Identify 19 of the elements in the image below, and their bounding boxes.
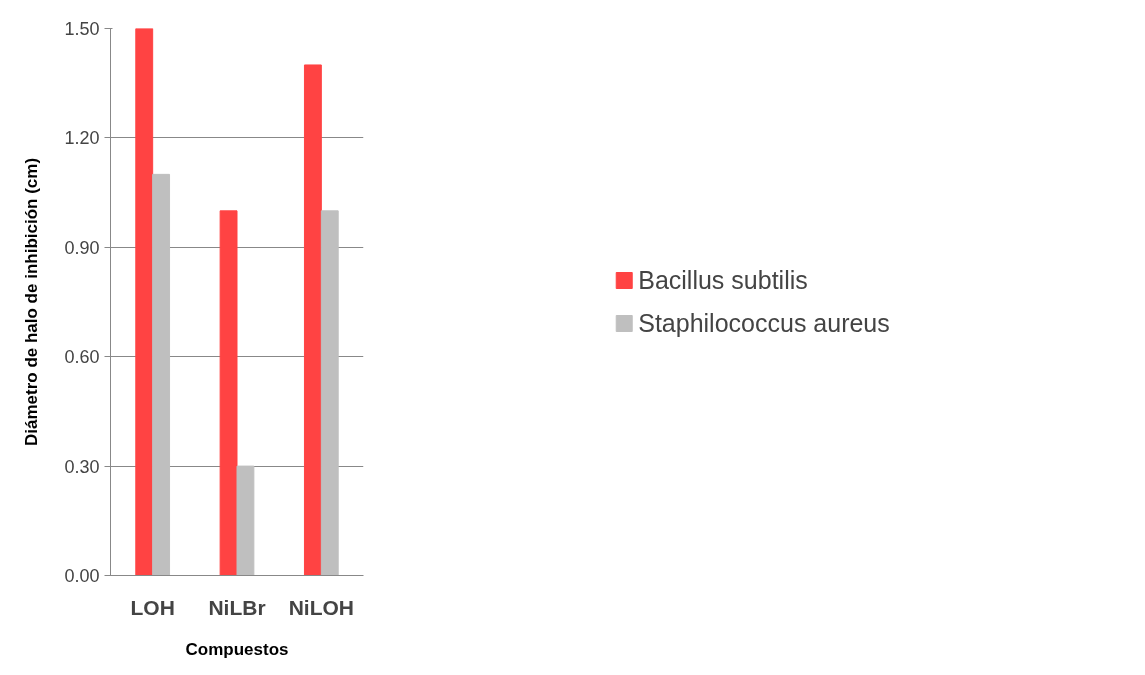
bar xyxy=(303,64,322,576)
y-tick-label: 0.00 xyxy=(64,566,100,586)
bar xyxy=(320,210,339,576)
y-axis-title: Diámetro de halo de inhibición (cm) xyxy=(22,157,42,447)
x-tick-label: NiLBr xyxy=(208,595,266,619)
y-tick-label: 1.50 xyxy=(64,19,100,39)
bar xyxy=(236,465,255,576)
bar xyxy=(219,210,238,576)
x-tick-label: LOH xyxy=(130,595,175,619)
y-tick-label: 0.60 xyxy=(64,347,100,368)
bar xyxy=(152,173,171,576)
x-axis-title: Compuestos xyxy=(185,639,289,659)
y-tick-label: 0.30 xyxy=(64,456,100,477)
y-tick-label: 0.90 xyxy=(64,237,100,258)
y-tick-label: 1.20 xyxy=(64,128,100,149)
legend-label: Staphilococcus aureus xyxy=(638,308,890,338)
legend-label: Bacillus subtilis xyxy=(638,265,808,295)
x-tick-label: NiLOH xyxy=(288,595,354,619)
bar xyxy=(135,28,154,576)
